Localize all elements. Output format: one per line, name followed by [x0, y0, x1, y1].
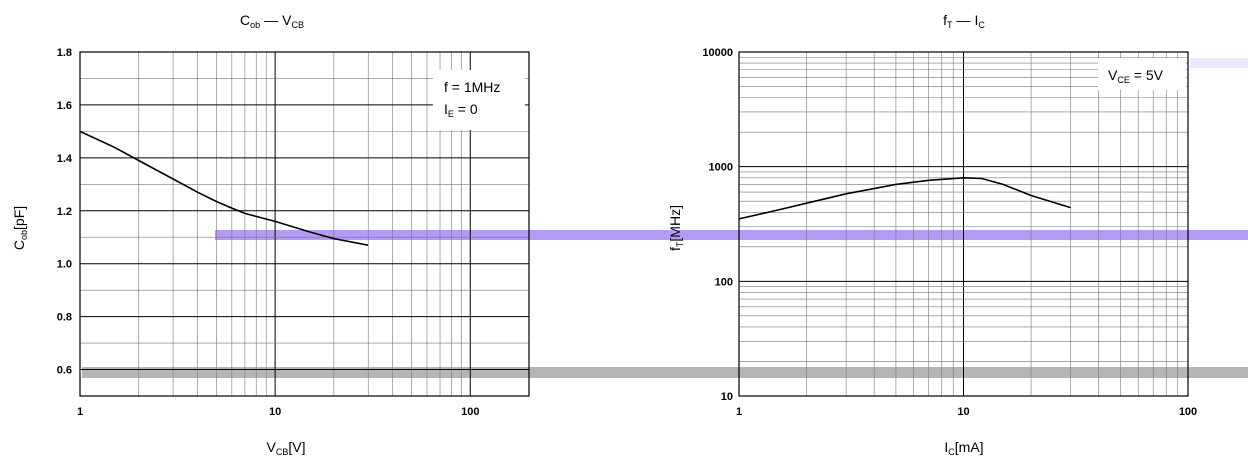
chart2-annotation-background — [1098, 58, 1186, 90]
chart1-plot-frame — [79, 51, 530, 397]
chart1-grid — [80, 52, 530, 396]
chart1-x-axis-label: VCB[V] — [267, 439, 306, 457]
chart2-title: fT — IC — [943, 12, 985, 30]
chart2-y-tick-label: 1000 — [709, 162, 733, 174]
chart2-x-tick-label: 10 — [957, 406, 969, 418]
chart2-y-tick-label: 10000 — [702, 47, 733, 59]
chart1-y-tick-label: 1.0 — [57, 259, 72, 271]
chart1-annotation-background — [433, 70, 525, 130]
chart1-x-tick-label: 10 — [269, 406, 281, 418]
chart2-x-tick-label: 100 — [1179, 406, 1197, 418]
artifact-gray-band — [82, 367, 1248, 378]
chart2-grid — [739, 52, 1188, 396]
artifact-light-band — [1190, 58, 1248, 68]
chart1-annotation-box: f = 1MHz IE = 0 — [433, 70, 525, 130]
chart2-plot-frame — [738, 51, 1189, 397]
artifact-purple-band — [215, 230, 1248, 240]
scan-artifacts — [82, 58, 1248, 378]
chart1-annotation-frequency: f = 1MHz — [444, 79, 500, 95]
chart1-x-tick-label: 100 — [461, 406, 479, 418]
chart1-y-tick-label: 0.8 — [57, 312, 72, 324]
chart2-annotation-box: VCE = 5V — [1098, 58, 1186, 90]
chart2-y-tick-label: 100 — [715, 276, 733, 288]
chart1-annotation-current: IE = 0 — [444, 101, 478, 119]
chart1-y-axis-label: Cob[pF] — [11, 206, 29, 250]
chart2-series-line — [738, 176, 1071, 220]
chart2-x-axis-label: IC[mA] — [944, 439, 983, 457]
chart1-series-line — [79, 130, 369, 246]
chart1-title: Cob — VCB — [240, 12, 304, 30]
chart1-y-tick-label: 1.2 — [57, 206, 72, 218]
chart2-y-tick-label: 10 — [721, 391, 733, 403]
chart1-x-tick-label: 1 — [77, 406, 83, 418]
chart1-y-tick-label: 1.8 — [57, 47, 72, 59]
chart1-y-tick-label: 1.6 — [57, 100, 72, 112]
chart2-annotation-voltage: VCE = 5V — [1108, 67, 1164, 85]
chart-cob-vcb: Cob — VCB 1 10 100 0.6 0.8 1.0 1.2 1.4 1.6 1.8 f = … — [11, 12, 530, 457]
chart1-y-tick-label: 0.6 — [57, 365, 72, 377]
chart1-y-tick-label: 1.4 — [57, 153, 73, 165]
chart2-y-axis-label: fT[MHz] — [667, 205, 685, 251]
chart1-tick-labels: 1 10 100 0.6 0.8 1.0 1.2 1.4 1.6 1.8 — [57, 47, 480, 418]
chart2-x-tick-label: 1 — [736, 406, 742, 418]
